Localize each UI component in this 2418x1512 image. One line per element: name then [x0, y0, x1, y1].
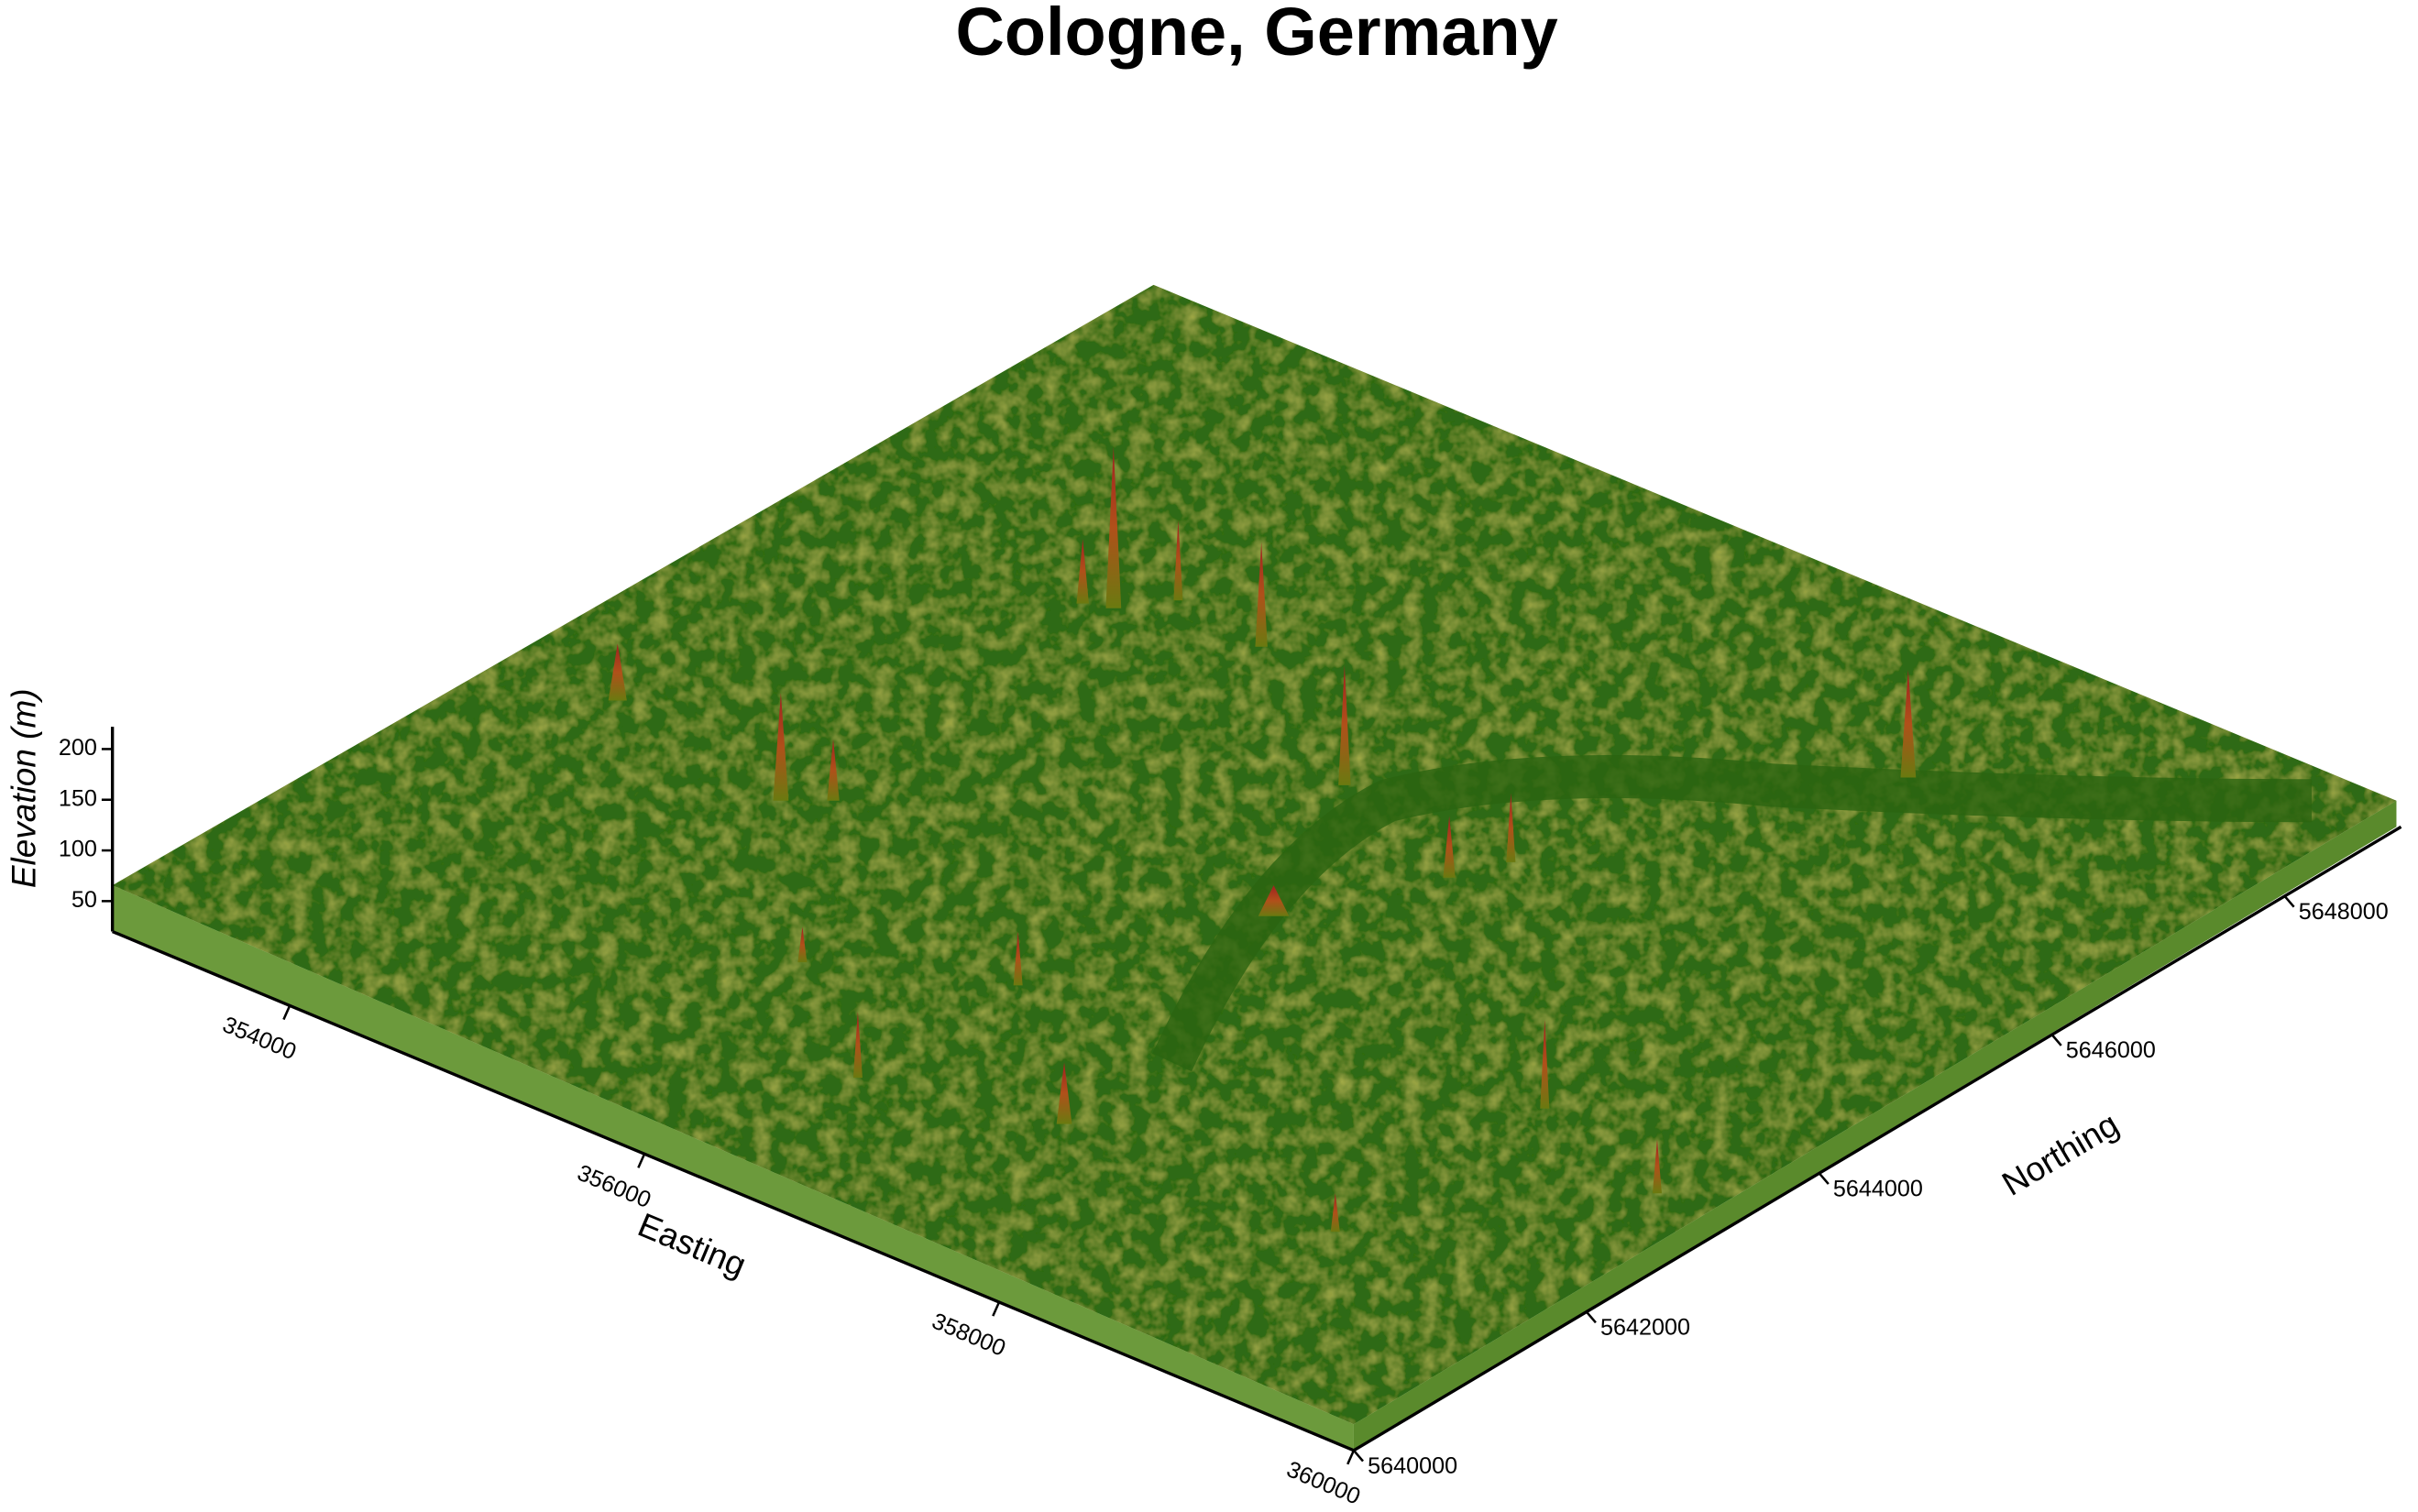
spike [608, 643, 627, 701]
spike [1338, 664, 1351, 785]
y-tick [1352, 1449, 1364, 1463]
x-tick-label: 360000 [1283, 1456, 1364, 1509]
x-tick [992, 1301, 1001, 1317]
spike [1506, 793, 1516, 862]
x-tick [1346, 1450, 1356, 1465]
spike [1258, 885, 1290, 916]
x-tick [637, 1153, 646, 1168]
y-axis-title: Northing [1995, 1105, 2125, 1203]
spike [1330, 1193, 1340, 1233]
spike [1173, 520, 1183, 601]
spike [1013, 931, 1023, 986]
spike [827, 739, 840, 801]
z-tick-label: 50 [71, 887, 97, 913]
surface-side [1353, 800, 2397, 1451]
surface-side [112, 885, 1354, 1451]
spike [1255, 542, 1268, 647]
spike [1540, 1019, 1550, 1109]
spike [1076, 539, 1089, 604]
spike [1443, 816, 1456, 878]
y-tick-label: 5644000 [1833, 1176, 1923, 1201]
y-tick-label: 5646000 [2066, 1037, 2156, 1063]
spike [1652, 1139, 1662, 1194]
x-axis-line [112, 929, 1355, 1452]
spike [1105, 446, 1122, 608]
y-tick [2283, 895, 2295, 908]
y-tick-label: 5640000 [1368, 1453, 1457, 1479]
chart-title: Cologne, Germany [955, 0, 1557, 70]
y-tick-label: 5648000 [2299, 899, 2389, 925]
spike [852, 1011, 863, 1079]
z-tick-label: 100 [59, 837, 97, 862]
y-tick-label: 5642000 [1600, 1314, 1690, 1340]
x-tick-label: 356000 [574, 1160, 654, 1213]
y-tick [2050, 1034, 2062, 1046]
z-axis-title: Elevation (m) [5, 688, 42, 888]
spike [1056, 1062, 1072, 1124]
x-axis-title: Easting [632, 1206, 752, 1284]
x-tick [282, 1004, 291, 1021]
z-tick-label: 150 [59, 785, 97, 811]
spike [773, 693, 789, 801]
z-tick-label: 200 [59, 735, 97, 761]
spike [1900, 669, 1917, 778]
surface [112, 284, 2397, 1425]
x-tick-label: 358000 [929, 1309, 1009, 1362]
y-tick [1585, 1310, 1597, 1324]
y-tick [1818, 1172, 1830, 1185]
spikes [608, 446, 1917, 1233]
spike [797, 926, 808, 963]
river [1152, 754, 2313, 1072]
x-tick-label: 354000 [219, 1012, 300, 1065]
y-axis-line [1353, 825, 2402, 1452]
